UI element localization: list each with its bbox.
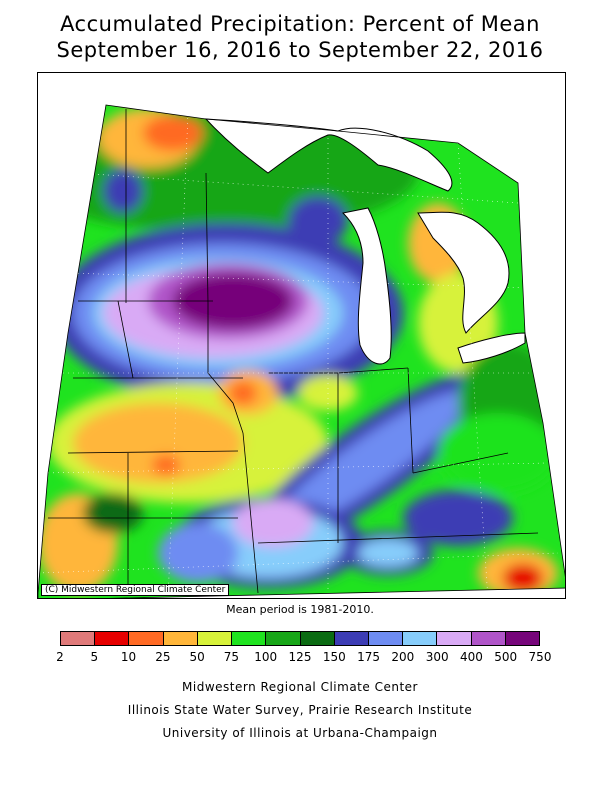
copyright-label: (C) Midwestern Regional Climate Center xyxy=(41,584,230,596)
legend-tick-label: 125 xyxy=(288,650,312,664)
map-title-line2: September 16, 2016 to September 22, 2016 xyxy=(56,38,544,62)
lake-huron xyxy=(417,211,510,334)
legend-tick-label: 10 xyxy=(120,650,137,664)
legend-tick-label: 150 xyxy=(322,650,346,664)
legend-swatch xyxy=(129,632,164,645)
lake-michigan xyxy=(341,207,392,365)
legend-tick-label: 175 xyxy=(357,650,381,664)
precipitation-map: (C) Midwestern Regional Climate Center xyxy=(37,72,566,599)
legend-swatch xyxy=(266,632,301,645)
legend-swatch xyxy=(368,632,404,645)
legend-tick-label: 75 xyxy=(223,650,240,664)
map-title-line1: Accumulated Precipitation: Percent of Me… xyxy=(60,12,540,36)
legend-tick-label: 2 xyxy=(56,650,64,664)
legend-swatch xyxy=(471,632,506,645)
legend-tick-labels: 2 5 10 25 50 75 100 125 150 175 200 300 400 500 750 xyxy=(0,650,600,666)
legend-swatch xyxy=(197,632,233,645)
credit-line-2: Illinois State Water Survey, Prairie Res… xyxy=(127,703,473,717)
legend-swatch xyxy=(300,632,335,645)
legend-tick-label: 50 xyxy=(189,650,205,664)
legend-tick-label: 100 xyxy=(254,650,278,664)
domain-outline xyxy=(38,104,565,598)
legend-swatch xyxy=(437,632,472,645)
color-legend xyxy=(60,631,540,646)
mean-period-note: Mean period is 1981-2010. xyxy=(226,603,374,616)
legend-swatch xyxy=(163,632,198,645)
legend-swatch xyxy=(403,632,438,645)
legend-swatch xyxy=(232,632,267,645)
legend-tick-label: 400 xyxy=(459,650,483,664)
legend-swatch xyxy=(505,632,540,645)
legend-swatch xyxy=(61,632,96,645)
outside-domain-mask xyxy=(38,73,565,598)
credit-line-1: Midwestern Regional Climate Center xyxy=(182,680,418,694)
legend-swatch xyxy=(95,632,130,645)
lake-erie xyxy=(457,332,526,364)
legend-tick-label: 750 xyxy=(528,650,552,664)
legend-tick-label: 200 xyxy=(391,650,415,664)
credit-line-3: University of Illinois at Urbana-Champai… xyxy=(162,726,438,740)
lat-lon-grid xyxy=(38,112,559,598)
map-canvas xyxy=(38,73,565,598)
legend-tick-label: 25 xyxy=(155,650,171,664)
legend-tick-label: 5 xyxy=(90,650,99,664)
legend-tick-label: 500 xyxy=(494,650,518,664)
legend-tick-label: 300 xyxy=(425,650,449,664)
legend-swatch xyxy=(334,632,369,645)
